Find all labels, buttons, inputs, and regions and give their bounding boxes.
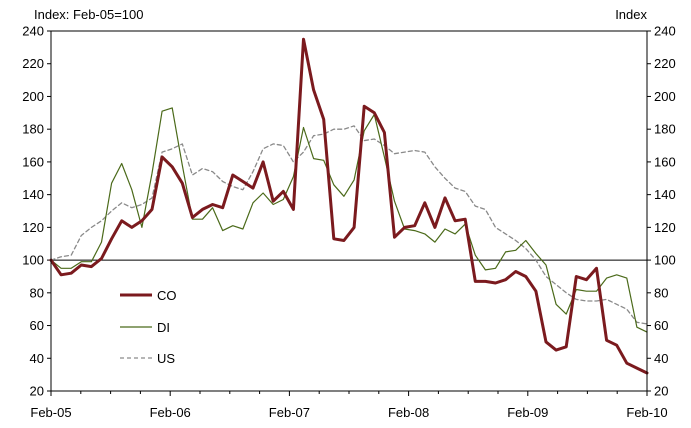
y-tick-label-right: 120 — [654, 220, 676, 235]
y-tick-label-right: 220 — [654, 56, 676, 71]
series-lines — [49, 37, 649, 375]
x-tick-label: Feb-09 — [507, 405, 548, 420]
y-tick-label-right: 160 — [654, 154, 676, 169]
y-tick-label-right: 180 — [654, 122, 676, 137]
x-tick-label: Feb-10 — [626, 405, 667, 420]
y-tick-label-left: 180 — [22, 122, 44, 137]
y-tick-label-left: 160 — [22, 154, 44, 169]
x-tick-label: Feb-05 — [30, 405, 71, 420]
y-tick-label-right: 20 — [654, 384, 668, 399]
right-axis-title: Index — [615, 7, 647, 22]
left-axis-title: Index: Feb-05=100 — [34, 7, 144, 22]
y-tick-label-right: 80 — [654, 285, 668, 300]
x-tick-label: Feb-06 — [150, 405, 191, 420]
y-tick-label-left: 60 — [30, 318, 44, 333]
legend: CO DI US — [120, 288, 177, 366]
y-tick-label-left: 220 — [22, 56, 44, 71]
x-axis-ticks: Feb-05 Feb-06 Feb-07 Feb-08 Feb-09 Feb-10 — [30, 391, 668, 420]
y-tick-label-left: 240 — [22, 24, 44, 39]
y-tick-label-left: 80 — [30, 285, 44, 300]
right-y-axis-ticks: 20 40 60 80 100 120 140 160 180 200 220 240 — [647, 24, 676, 399]
legend-label-di: DI — [157, 320, 170, 335]
y-tick-label-left: 120 — [22, 220, 44, 235]
series-line-co — [49, 37, 649, 375]
legend-label-co: CO — [157, 288, 177, 303]
x-tick-label: Feb-08 — [388, 405, 429, 420]
y-tick-label-left: 20 — [30, 384, 44, 399]
y-tick-label-right: 200 — [654, 89, 676, 104]
legend-label-us: US — [157, 351, 175, 366]
y-tick-label-right: 240 — [654, 24, 676, 39]
series-line-di — [50, 107, 648, 333]
y-tick-label-left: 40 — [30, 351, 44, 366]
y-tick-label-left: 100 — [22, 253, 44, 268]
y-tick-label-right: 60 — [654, 318, 668, 333]
x-tick-label: Feb-07 — [269, 405, 310, 420]
y-tick-label-left: 200 — [22, 89, 44, 104]
plot-frame — [50, 30, 648, 392]
y-tick-label-right: 40 — [654, 351, 668, 366]
series-line-us — [50, 125, 648, 325]
left-y-axis-ticks: 20 40 60 80 100 120 140 160 180 200 220 240 — [22, 24, 51, 399]
y-tick-label-left: 140 — [22, 187, 44, 202]
y-tick-label-right: 100 — [654, 253, 676, 268]
y-tick-label-right: 140 — [654, 187, 676, 202]
